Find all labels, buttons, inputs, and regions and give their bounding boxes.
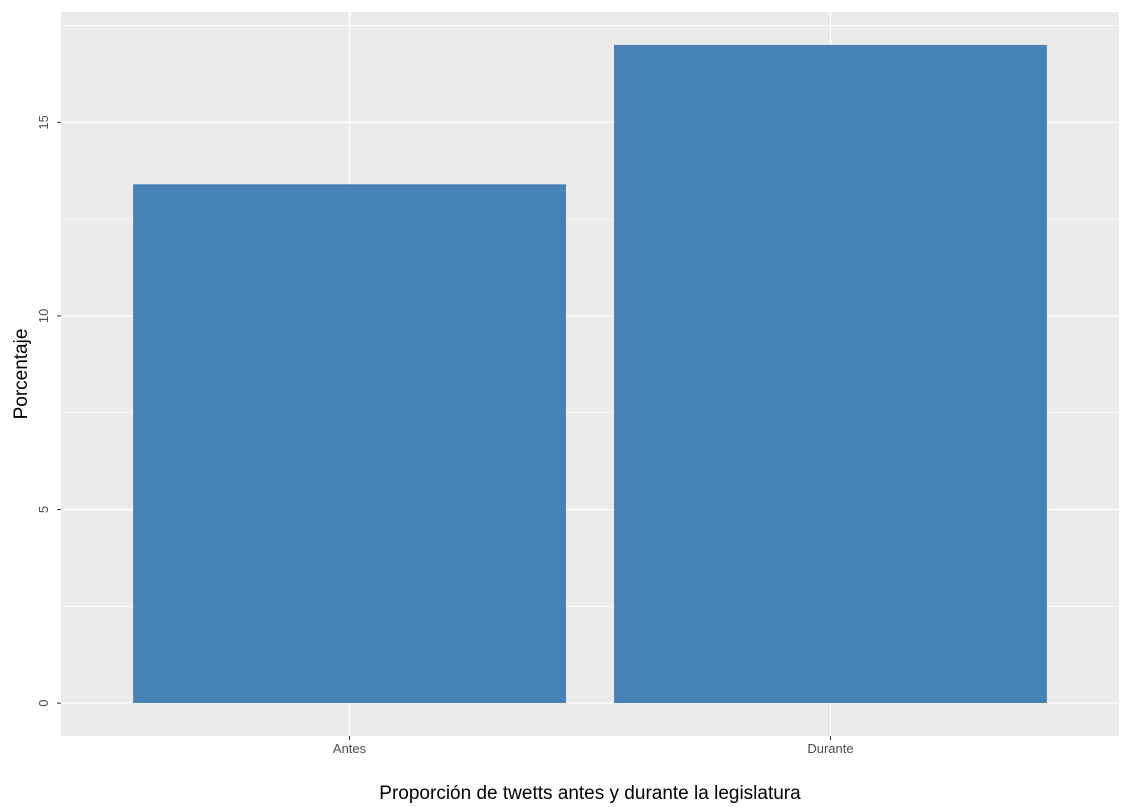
bar-durante bbox=[614, 44, 1047, 704]
y-tick-label: 5 bbox=[36, 506, 51, 513]
y-axis-ticks: 0 5 10 15 bbox=[36, 115, 61, 707]
y-tick-label: 10 bbox=[36, 309, 51, 323]
y-axis-title: Porcentaje bbox=[11, 329, 32, 420]
x-tick-label: Antes bbox=[333, 741, 367, 756]
bar-antes bbox=[133, 184, 566, 704]
x-axis-ticks: Antes Durante bbox=[333, 736, 854, 756]
x-tick-label: Durante bbox=[807, 741, 853, 756]
x-axis-title: Proporción de twetts antes y durante la … bbox=[379, 783, 801, 804]
y-tick-label: 15 bbox=[36, 115, 51, 129]
y-tick-label: 0 bbox=[36, 699, 51, 706]
bars bbox=[133, 44, 1047, 704]
